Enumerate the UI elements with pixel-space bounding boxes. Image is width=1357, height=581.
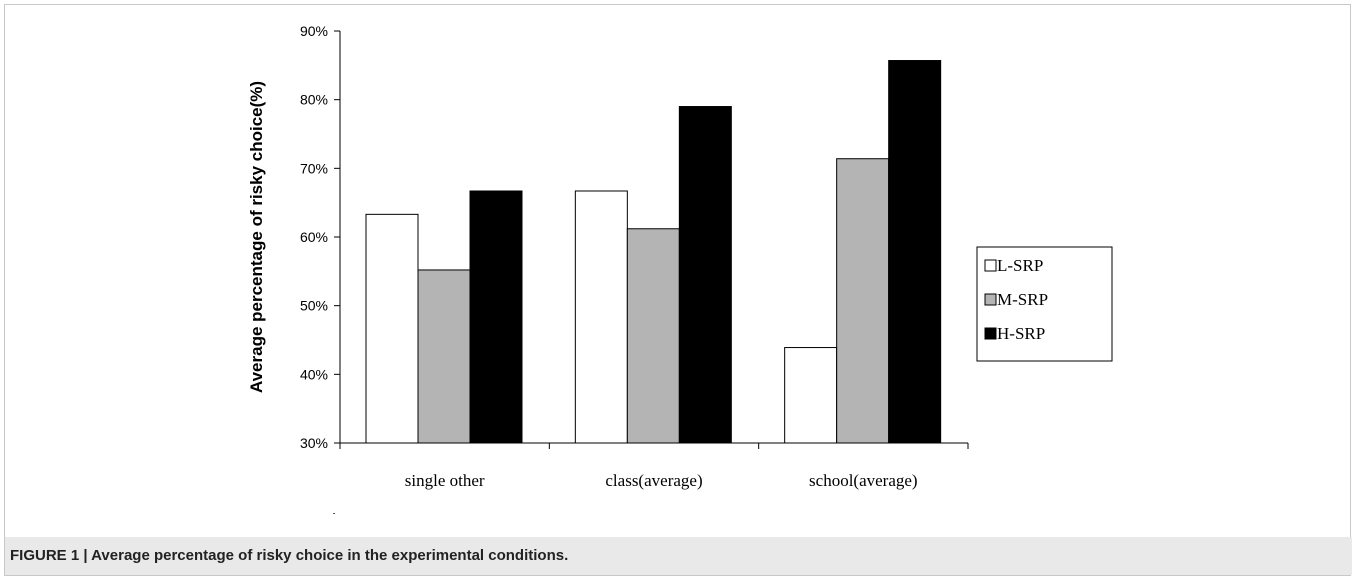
bar-l-srp — [574, 190, 628, 444]
figure-frame: FIGURE 1 | Average percentage of risky c… — [4, 4, 1352, 576]
bar-h-srp — [888, 60, 942, 444]
bar-m-srp — [626, 228, 680, 444]
bars — [365, 60, 942, 444]
y-tick-label: 40% — [300, 366, 328, 382]
figure-caption: FIGURE 1 | Average percentage of risky c… — [10, 547, 569, 564]
x-category-label: class(average) — [605, 471, 702, 490]
y-tick-label: 90% — [300, 23, 328, 39]
legend-box — [976, 246, 1113, 362]
y-axis-title: Average percentage of risky choice(%) — [247, 81, 266, 393]
legend-swatch — [984, 259, 997, 272]
legend: L-SRP M-SRP H-SRP — [976, 246, 1113, 362]
y-tick-labels: 30% 40% 50% 60% 70% 80% 90% — [300, 23, 328, 451]
bar-chart: single other class(average) school(average… — [247, 23, 1113, 514]
legend-swatch — [984, 327, 997, 340]
caption-bar: FIGURE 1 | Average percentage of risky c… — [5, 537, 1352, 575]
legend-label: L-SRP — [997, 256, 1043, 275]
legend-label: H-SRP — [997, 324, 1045, 343]
legend-swatch — [984, 293, 997, 306]
y-tick-label: 80% — [300, 92, 328, 108]
y-tick-label: 70% — [300, 160, 328, 176]
x-category-label: single other — [405, 471, 485, 490]
bar-m-srp — [836, 158, 890, 444]
bar-m-srp — [417, 269, 471, 444]
legend-label: M-SRP — [997, 290, 1048, 309]
bar-h-srp — [678, 106, 732, 444]
bar-l-srp — [784, 347, 838, 444]
stray-mark — [333, 513, 335, 514]
bar-h-srp — [469, 190, 523, 444]
x-category-label: school(average) — [809, 471, 918, 490]
y-tick-label: 60% — [300, 229, 328, 245]
y-tick-label: 50% — [300, 298, 328, 314]
x-tick-labels: single other class(average) school(average… — [405, 471, 918, 490]
y-tick-label: 30% — [300, 435, 328, 451]
bar-l-srp — [365, 213, 419, 444]
